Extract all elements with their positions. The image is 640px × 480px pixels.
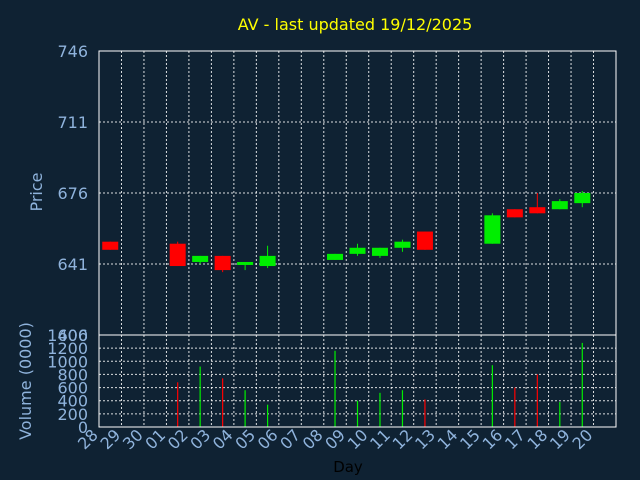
price-gridlines	[99, 50, 616, 336]
candle-body	[237, 261, 254, 265]
volume-y-tick-label: 400	[57, 392, 88, 411]
price-y-tick-label: 606	[57, 326, 88, 345]
volume-axis-label: Volume (0000)	[16, 322, 35, 440]
candle-body	[102, 241, 119, 250]
candle-body	[529, 207, 546, 214]
candle-body	[192, 255, 209, 262]
candle	[259, 245, 276, 269]
price-candles	[102, 190, 591, 273]
price-y-tick-label: 676	[57, 184, 88, 203]
candle-body	[574, 193, 591, 204]
candle-body	[394, 241, 411, 248]
candle	[394, 239, 411, 252]
candle	[349, 243, 366, 256]
candle	[327, 253, 344, 260]
volume-bars	[177, 342, 583, 427]
price-axis-label: Price	[27, 172, 46, 211]
x-tick-labels: 2829300102030405060708091011121314151617…	[74, 425, 596, 453]
candle-body	[327, 253, 344, 260]
volume-y-tick-label: 0	[78, 418, 88, 437]
volume-y-tick-label: 200	[57, 405, 88, 424]
x-axis-label: Day	[333, 458, 363, 476]
candle	[237, 261, 254, 271]
candle	[371, 247, 388, 258]
candle-body	[484, 215, 501, 244]
price-y-tick-labels: 606 641 676 711 746	[57, 42, 88, 345]
volume-panel-frame	[98, 334, 617, 428]
volume-y-tick-label: 1200	[47, 339, 88, 358]
candle	[484, 213, 501, 244]
volume-y-tick-label: 1400	[47, 326, 88, 345]
candle	[102, 241, 119, 250]
candle	[169, 241, 186, 267]
candle-body	[169, 243, 186, 267]
volume-y-tick-label: 600	[57, 379, 88, 398]
volume-gridlines	[99, 334, 616, 428]
price-y-tick-label: 641	[57, 255, 88, 274]
volume-y-tick-label: 1000	[47, 352, 88, 371]
candle-body	[416, 231, 433, 250]
candle-body	[506, 209, 523, 218]
candle-body	[371, 247, 388, 256]
chart-title: AV - last updated 19/12/2025	[238, 15, 473, 34]
candle	[214, 255, 231, 273]
candle	[192, 255, 209, 264]
candle	[529, 193, 546, 214]
price-y-tick-label: 711	[57, 113, 88, 132]
price-y-tick-label: 746	[57, 42, 88, 61]
candle	[506, 209, 523, 218]
candle	[574, 190, 591, 208]
candle	[551, 199, 568, 210]
candle-body	[551, 201, 568, 210]
candle-body	[259, 255, 276, 267]
volume-y-tick-label: 800	[57, 365, 88, 384]
candle	[416, 231, 433, 250]
candle-body	[349, 247, 366, 254]
candle-body	[214, 255, 231, 271]
